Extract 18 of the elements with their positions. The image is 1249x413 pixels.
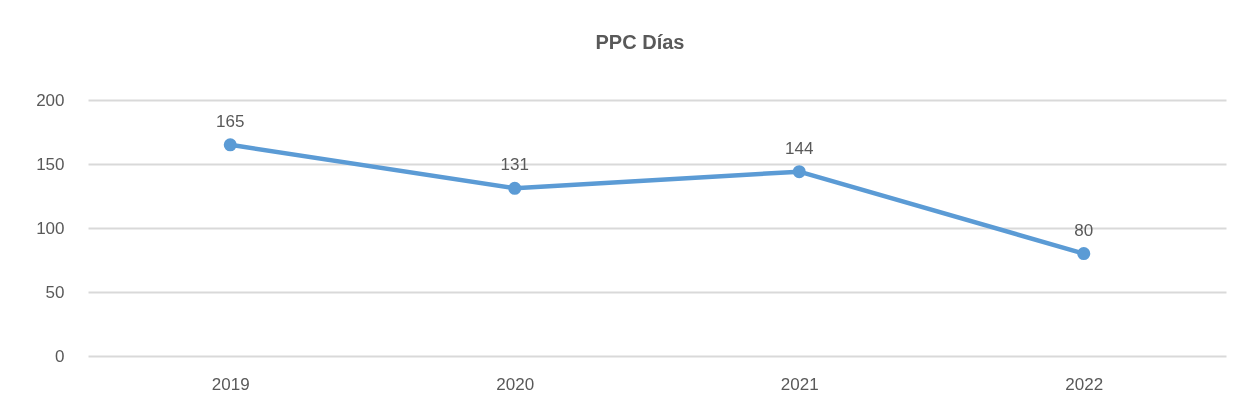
data-label: 165 xyxy=(216,111,245,131)
point xyxy=(792,165,806,179)
data-label: 144 xyxy=(785,138,814,158)
point xyxy=(1077,247,1091,261)
data-label: 80 xyxy=(1074,220,1094,240)
y-tick-label: 50 xyxy=(45,282,65,302)
y-tick-label: 150 xyxy=(36,154,65,174)
x-tick-label: 2022 xyxy=(1065,374,1104,394)
y-tick-label: 0 xyxy=(55,346,65,366)
point xyxy=(223,138,237,152)
point xyxy=(508,181,522,195)
y-tick-label: 100 xyxy=(36,218,65,238)
x-tick-label: 2020 xyxy=(496,374,535,394)
x-tick-label: 2021 xyxy=(780,374,819,394)
data-label: 131 xyxy=(500,155,529,175)
chart-title: PPC Días xyxy=(595,31,685,53)
x-tick-label: 2019 xyxy=(211,374,250,394)
y-tick-label: 200 xyxy=(36,90,65,110)
